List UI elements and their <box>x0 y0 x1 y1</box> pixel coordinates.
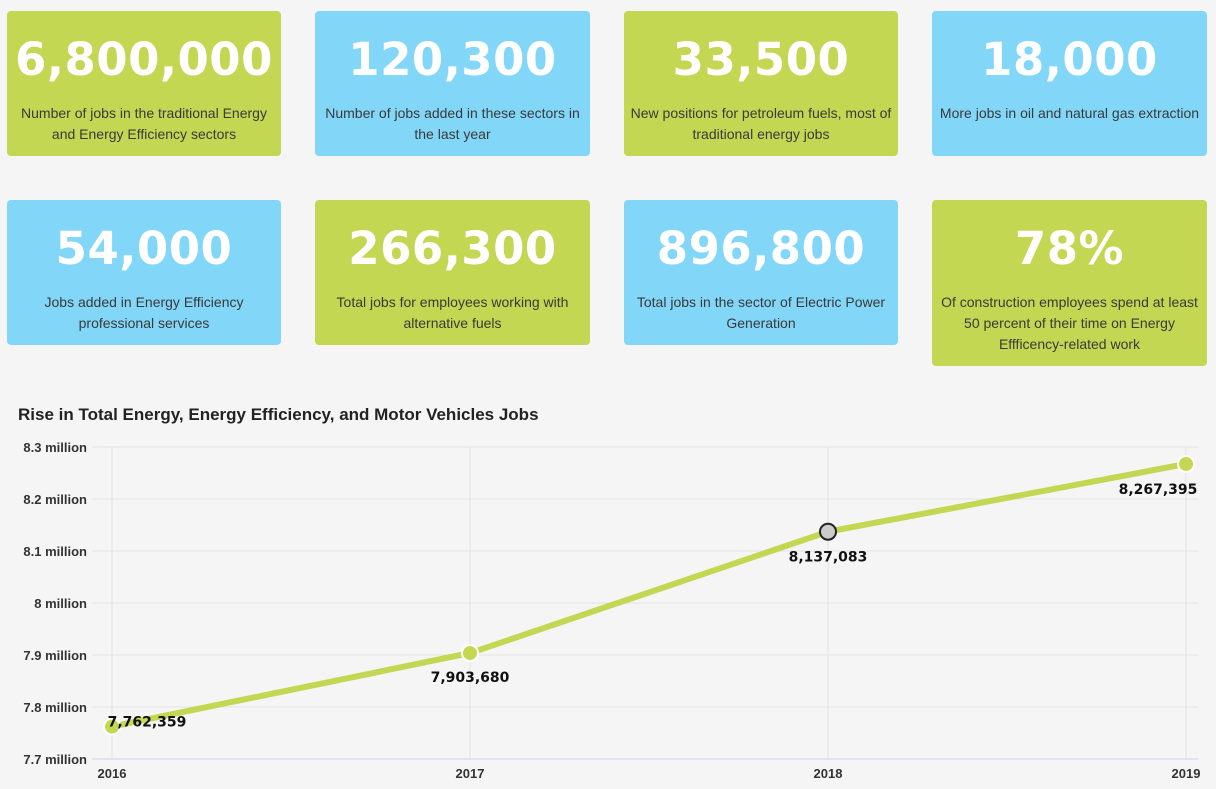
stat-value: 54,000 <box>55 222 233 275</box>
stat-card-jobs-added: 120,300 Number of jobs added in these se… <box>315 11 590 156</box>
y-tick-label: 7.8 million <box>23 700 87 715</box>
stat-description: More jobs in oil and natural gas extract… <box>939 105 1200 121</box>
stat-description: Jobs added in Energy Efficiency professi… <box>44 294 244 331</box>
x-tick-label: 2016 <box>98 766 127 781</box>
stat-value: 18,000 <box>981 33 1158 86</box>
data-point <box>461 644 479 663</box>
data-point <box>103 717 121 736</box>
x-tick-label: 2019 <box>1172 766 1201 781</box>
stat-description: Total jobs in the sector of Electric Pow… <box>636 294 886 331</box>
data-label: 7,762,359 <box>108 715 187 731</box>
data-point-highlighted <box>819 522 837 541</box>
x-tick-label: 2017 <box>456 766 485 781</box>
x-tick-label: 2018 <box>814 766 843 781</box>
stat-value: 6,800,000 <box>15 33 273 86</box>
series-line <box>109 460 1189 730</box>
y-tick-label: 8.1 million <box>23 544 87 559</box>
stat-description: Of construction employees spend at least… <box>941 294 1198 352</box>
data-label: 8,137,083 <box>789 550 868 566</box>
data-label: 7,903,680 <box>431 670 510 686</box>
stat-description: New positions for petroleum fuels, most … <box>630 105 892 142</box>
stat-card-construction-share: 78% Of construction employees spend at l… <box>932 200 1207 366</box>
y-tick-label: 7.9 million <box>23 648 87 663</box>
stat-value: 33,500 <box>672 33 850 86</box>
y-tick-label: 8 million <box>34 596 87 611</box>
data-point <box>1177 454 1195 473</box>
stat-card-efficiency-services: 54,000 Jobs added in Energy Efficiency p… <box>7 200 281 345</box>
stat-value: 78% <box>1014 222 1125 275</box>
stat-card-alternative-fuels: 266,300 Total jobs for employees working… <box>315 200 590 345</box>
stat-description: Number of jobs in the traditional Energy… <box>21 105 267 142</box>
y-tick-label: 8.3 million <box>23 440 87 455</box>
stat-card-petroleum-positions: 33,500 New positions for petroleum fuels… <box>624 11 898 156</box>
stat-description: Total jobs for employees working with al… <box>336 294 569 331</box>
data-label: 8,267,395 <box>1119 482 1198 498</box>
stat-description: Number of jobs added in these sectors in… <box>325 105 580 142</box>
stat-value: 266,300 <box>348 222 557 275</box>
stat-card-electric-power: 896,800 Total jobs in the sector of Elec… <box>624 200 898 345</box>
stat-card-jobs-traditional: 6,800,000 Number of jobs in the traditio… <box>7 11 281 156</box>
y-tick-label: 8.2 million <box>23 492 87 507</box>
stat-card-oil-gas-jobs: 18,000 More jobs in oil and natural gas … <box>932 11 1207 156</box>
stat-value: 896,800 <box>656 222 866 275</box>
y-tick-label: 7.7 million <box>23 752 87 767</box>
stat-value: 120,300 <box>348 33 557 86</box>
chart-title: Rise in Total Energy, Energy Efficiency,… <box>18 405 539 424</box>
